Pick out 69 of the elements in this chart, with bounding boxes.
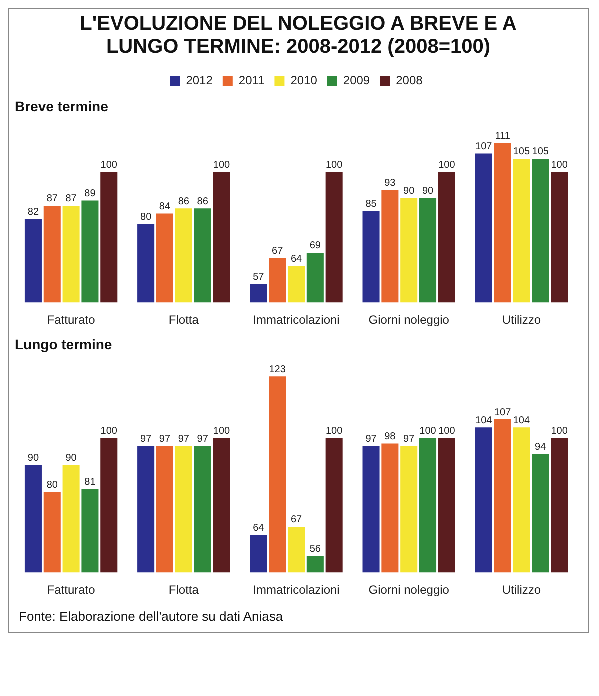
data-label: 104	[513, 415, 530, 426]
data-label: 67	[290, 514, 302, 526]
data-label: 56	[310, 544, 322, 556]
data-label: 100	[326, 160, 344, 171]
data-label: 93	[384, 178, 396, 190]
data-label: 89	[84, 188, 96, 200]
data-label: 86	[197, 196, 209, 208]
legend-label: 2010	[290, 73, 318, 88]
data-label: 87	[46, 194, 58, 205]
data-label: 100	[551, 160, 568, 171]
data-label: 64	[253, 522, 265, 534]
data-label: 82	[28, 206, 40, 218]
data-label: 84	[159, 202, 171, 213]
x-tick-label: Fatturato	[47, 313, 96, 328]
x-tick-label: Flotta	[168, 313, 200, 328]
data-label: 100	[438, 160, 456, 171]
data-label: 87	[66, 194, 78, 205]
data-label: 97	[197, 434, 209, 446]
data-label: 100	[213, 426, 231, 438]
legend-label: 2011	[238, 73, 266, 88]
data-label: 57	[253, 272, 265, 284]
x-tick-label: Fatturato	[47, 583, 96, 598]
data-label: 64	[290, 254, 302, 265]
data-label: 97	[178, 434, 190, 446]
data-label: 100	[100, 426, 118, 438]
x-tick-label: Immatricolazioni	[253, 313, 340, 328]
data-label: 85	[366, 198, 378, 210]
data-label: 97	[404, 434, 416, 446]
x-tick-label: Giorni noleggio	[368, 313, 450, 328]
data-label: 69	[310, 240, 322, 252]
data-label: 100	[420, 426, 437, 438]
data-label: 90	[28, 452, 40, 464]
data-label: 86	[178, 196, 190, 208]
x-tick-label: Utilizzo	[502, 583, 542, 598]
data-label: 100	[100, 160, 118, 171]
chart-subtitle: Breve termine	[15, 98, 109, 114]
data-label: 111	[495, 131, 511, 142]
data-label: 100	[213, 160, 231, 171]
data-label: 105	[513, 146, 530, 158]
annotation: Fonte: Elaborazione dell'autore su dati Aniasa	[18, 608, 284, 626]
legend-label: 2012	[186, 73, 214, 88]
data-label: 104	[476, 415, 493, 426]
data-label: 100	[438, 426, 456, 438]
data-label: 97	[366, 434, 378, 446]
data-label: 100	[551, 426, 568, 438]
data-label: 90	[66, 452, 78, 464]
chart-subtitle: Lungo termine	[15, 336, 112, 352]
data-label: 90	[422, 186, 434, 197]
data-label: 81	[84, 477, 96, 488]
x-tick-label: Flotta	[168, 583, 200, 598]
chart-title: L'EVOLUZIONE DEL NOLEGGIO A BREVE E A LUNGO TERMINE: 2008-2012 (2008=100)	[79, 12, 518, 60]
data-label: 98	[384, 431, 396, 442]
legend-label: 2008	[396, 73, 424, 88]
data-label: 90	[404, 186, 416, 197]
data-label: 94	[535, 442, 547, 454]
data-label: 107	[494, 407, 512, 418]
data-label: 107	[476, 142, 493, 152]
data-label: 67	[272, 246, 284, 257]
data-label: 100	[326, 426, 344, 438]
x-tick-label: Giorni noleggio	[368, 583, 450, 598]
x-tick-label: Immatricolazioni	[253, 583, 340, 598]
data-label: 97	[159, 434, 171, 446]
legend-label: 2009	[343, 73, 370, 88]
x-tick-label: Utilizzo	[502, 313, 542, 328]
data-label: 80	[140, 212, 152, 224]
data-label: 97	[140, 434, 152, 446]
data-label: 80	[46, 480, 58, 491]
data-label: 105	[532, 146, 550, 158]
data-label: 123	[269, 364, 286, 376]
